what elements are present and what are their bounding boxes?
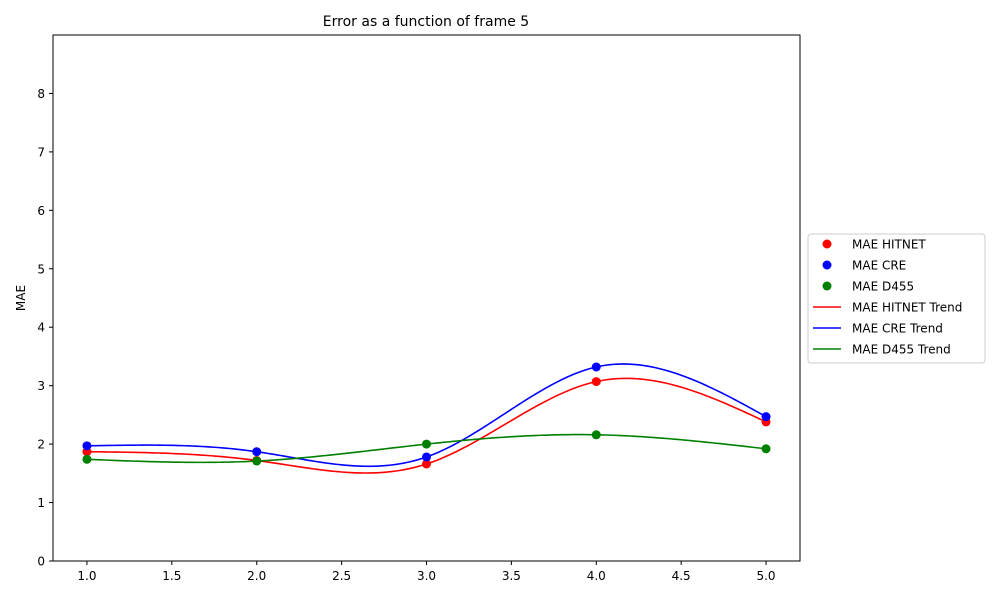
x-tick-label: 2.0 bbox=[247, 569, 266, 583]
legend-label: MAE D455 Trend bbox=[852, 343, 951, 357]
legend-marker bbox=[822, 239, 832, 249]
data-point-series-3 bbox=[252, 456, 262, 466]
legend: MAE HITNET MAE CRE MAE D455 MAE HITNET Tren… bbox=[807, 233, 986, 364]
legend-label: MAE HITNET Trend bbox=[852, 301, 962, 315]
x-tick-label: 1.5 bbox=[162, 569, 181, 583]
data-point-series-3 bbox=[591, 430, 601, 440]
y-tick-label: 6 bbox=[37, 204, 45, 218]
data-point-series-2 bbox=[591, 362, 601, 372]
x-tick-label: 1.0 bbox=[77, 569, 96, 583]
y-tick-label: 2 bbox=[37, 438, 45, 452]
data-point-series-1 bbox=[422, 459, 431, 469]
data-point-series-3 bbox=[761, 444, 771, 454]
data-point-series-3 bbox=[82, 454, 92, 464]
legend-label: MAE D455 bbox=[852, 280, 914, 294]
legend-label: MAE CRE Trend bbox=[852, 322, 943, 336]
data-point-series-2 bbox=[761, 412, 771, 422]
x-tick-label: 2.5 bbox=[332, 569, 351, 583]
data-point-series-2 bbox=[252, 447, 262, 457]
data-point-series-3 bbox=[422, 439, 431, 449]
data-point-series-1 bbox=[591, 377, 601, 387]
data-point-series-2 bbox=[422, 452, 431, 462]
plot-frame bbox=[52, 34, 801, 562]
y-tick-label: 5 bbox=[37, 262, 45, 276]
y-tick-label: 4 bbox=[37, 321, 45, 335]
legend-box bbox=[807, 233, 986, 364]
y-tick-label: 7 bbox=[37, 145, 45, 159]
legend-marker bbox=[822, 281, 832, 291]
x-tick-label: 3.0 bbox=[417, 569, 436, 583]
legend-marker bbox=[822, 260, 832, 270]
x-tick-label: 4.0 bbox=[587, 569, 606, 583]
x-tick-label: 4.5 bbox=[672, 569, 691, 583]
y-axis-label: MAE bbox=[14, 285, 28, 311]
legend-label: MAE CRE bbox=[852, 259, 906, 273]
plot-area bbox=[53, 35, 800, 561]
y-tick-label: 8 bbox=[37, 87, 45, 101]
x-tick-label: 5.0 bbox=[756, 569, 775, 583]
data-point-series-2 bbox=[82, 441, 92, 451]
legend-label: MAE HITNET bbox=[852, 238, 926, 252]
y-tick-label: 0 bbox=[37, 555, 45, 569]
x-tick-label: 3.5 bbox=[502, 569, 521, 583]
chart-title: Error as a function of frame 5 bbox=[323, 14, 529, 30]
y-tick-label: 3 bbox=[37, 379, 45, 393]
y-tick-label: 1 bbox=[37, 496, 45, 510]
